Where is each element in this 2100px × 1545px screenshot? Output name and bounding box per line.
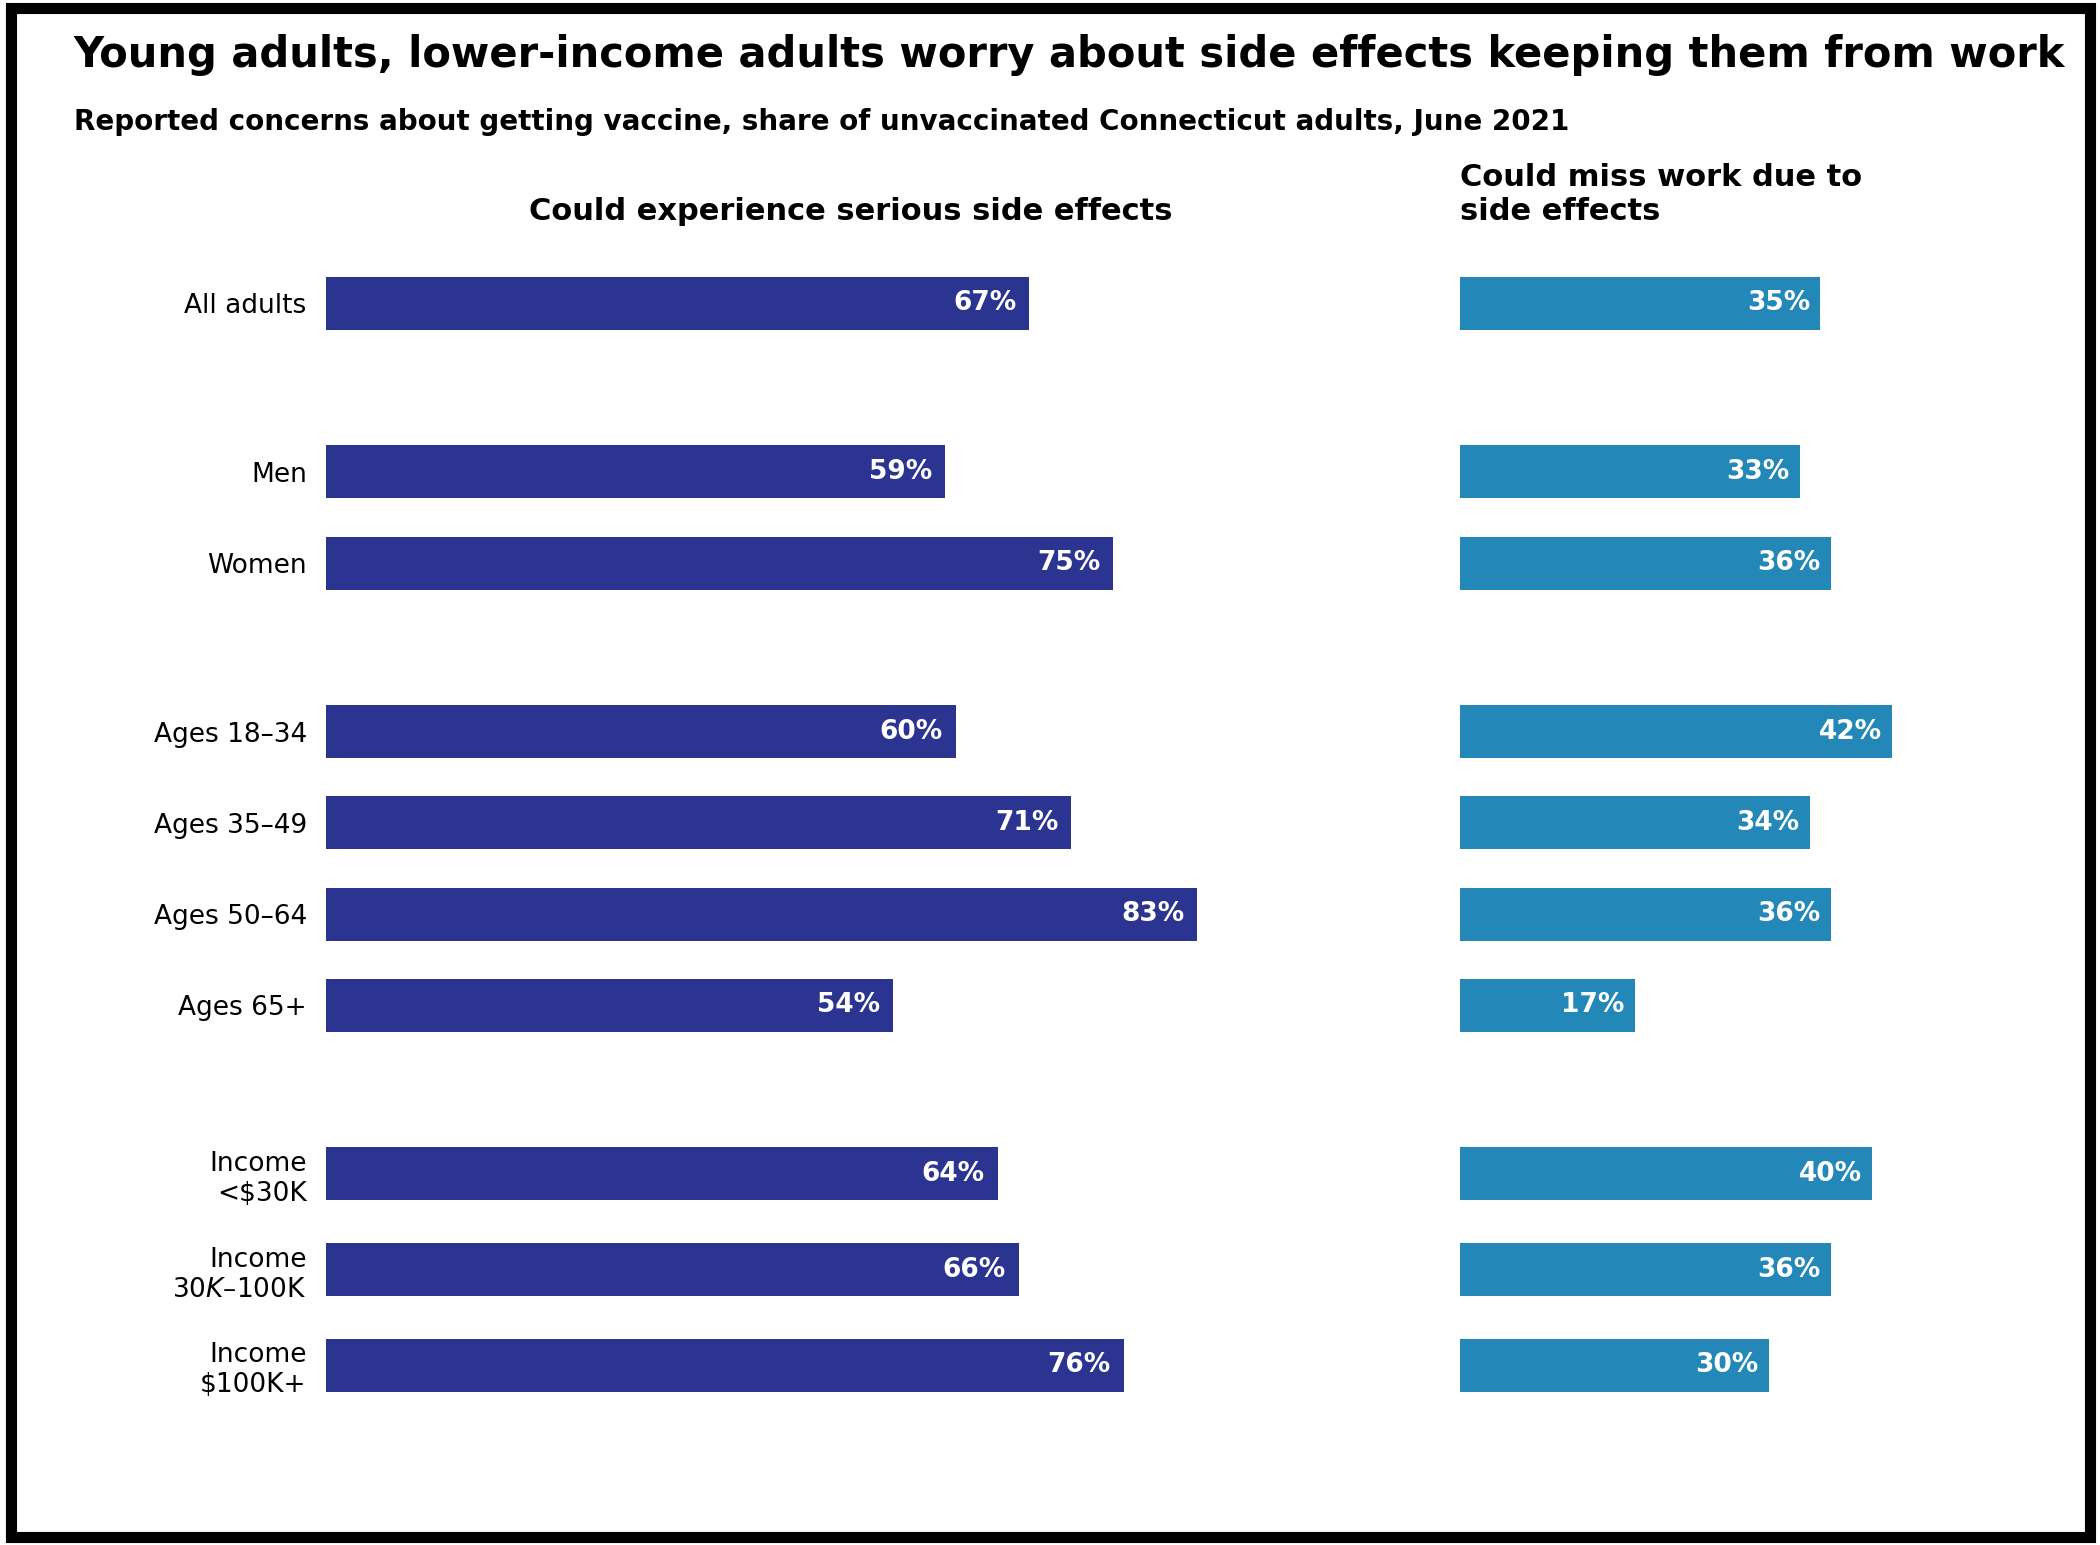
Bar: [1460, 706, 1892, 759]
Text: DataHaven: DataHaven: [1802, 1468, 2043, 1505]
Text: 40%: 40%: [1798, 1160, 1861, 1187]
Bar: [1460, 1148, 1871, 1200]
Bar: [1460, 277, 1821, 329]
Bar: [1460, 1244, 1831, 1296]
Bar: [1460, 1340, 1768, 1392]
Text: 36%: 36%: [1758, 901, 1821, 927]
Text: 83%: 83%: [1121, 901, 1184, 927]
Text: 33%: 33%: [1726, 459, 1789, 485]
Text: 67%: 67%: [953, 290, 1016, 317]
Text: Could miss work due to
side effects: Could miss work due to side effects: [1460, 164, 1861, 226]
Text: 64%: 64%: [922, 1160, 985, 1187]
Text: 75%: 75%: [1037, 550, 1100, 576]
Text: 36%: 36%: [1758, 550, 1821, 576]
Text: 60%: 60%: [880, 718, 943, 745]
Bar: [326, 980, 892, 1032]
Text: 66%: 66%: [943, 1256, 1006, 1282]
Text: 30%: 30%: [1695, 1352, 1758, 1378]
Text: 76%: 76%: [1048, 1352, 1111, 1378]
Bar: [326, 536, 1113, 590]
Text: 36%: 36%: [1758, 1256, 1821, 1282]
Bar: [1460, 980, 1634, 1032]
Bar: [326, 445, 945, 499]
Text: 59%: 59%: [869, 459, 932, 485]
Text: Young adults, lower-income adults worry about side effects keeping them from wor: Young adults, lower-income adults worry …: [74, 34, 2064, 76]
Text: 54%: 54%: [817, 992, 880, 1018]
Bar: [326, 706, 956, 759]
Bar: [326, 277, 1029, 329]
Text: 34%: 34%: [1737, 810, 1800, 836]
Bar: [326, 1244, 1018, 1296]
Text: 42%: 42%: [1819, 718, 1882, 745]
Title: Could experience serious side effects: Could experience serious side effects: [529, 198, 1172, 226]
Bar: [326, 888, 1197, 941]
Bar: [1460, 797, 1810, 850]
Text: 17%: 17%: [1560, 992, 1625, 1018]
Bar: [326, 797, 1071, 850]
Bar: [1460, 536, 1831, 590]
Text: 71%: 71%: [995, 810, 1058, 836]
Bar: [1460, 445, 1800, 499]
Bar: [326, 1340, 1124, 1392]
Bar: [1460, 888, 1831, 941]
Bar: [326, 1148, 997, 1200]
Text: Reported concerns about getting vaccine, share of unvaccinated Connecticut adult: Reported concerns about getting vaccine,…: [74, 108, 1569, 136]
Text: 35%: 35%: [1747, 290, 1810, 317]
